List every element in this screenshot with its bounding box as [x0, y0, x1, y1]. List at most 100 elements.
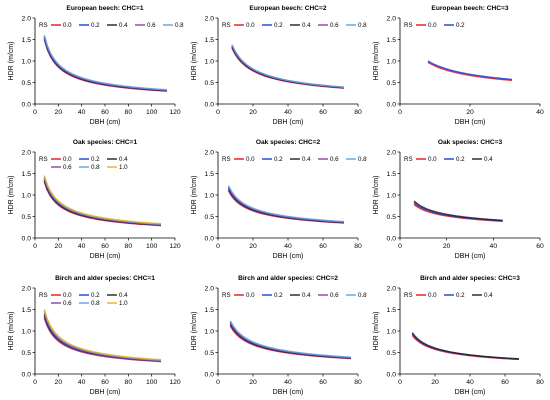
- chart-panel: Oak species: CHC=3 0.0 0.5 1.0 1.5 2.0 0 20 40 60…: [373, 139, 544, 260]
- legend-label: 0.6: [147, 22, 156, 29]
- x-tick-label: 60: [501, 379, 509, 386]
- y-tick-label: 1.5: [205, 171, 215, 178]
- y-tick-label: 1.0: [387, 192, 397, 199]
- legend-label: 0.0: [63, 156, 72, 163]
- x-tick-label: 40: [536, 109, 544, 116]
- y-tick-label: 1.0: [387, 58, 397, 65]
- y-tick-label: 1.5: [387, 171, 397, 178]
- chart-panel: Oak species: CHC=2 0.0 0.5 1.0 1.5 2.0 0 20 40 60…: [191, 139, 367, 260]
- y-tick-label: 1.0: [205, 192, 215, 199]
- legend-label: 0.4: [302, 292, 311, 299]
- x-tick-label: 20: [55, 379, 63, 386]
- x-tick-label: 20: [431, 379, 439, 386]
- y-tick-label: 1.0: [387, 328, 397, 335]
- x-tick-label: 100: [146, 379, 158, 386]
- y-tick-label: 0.5: [387, 80, 397, 87]
- series-line: [43, 309, 162, 361]
- y-tick-label: 2.0: [387, 149, 397, 156]
- y-axis-label: HDR (m/cm): [191, 312, 198, 351]
- x-axis-label: DBH (cm): [455, 253, 486, 260]
- legend-label: 0.8: [175, 22, 184, 29]
- y-tick-label: 2.0: [205, 285, 215, 292]
- legend-title: RS: [404, 22, 413, 29]
- legend-title: RS: [39, 156, 48, 163]
- y-tick-label: 1.0: [22, 328, 32, 335]
- chart-panel: European beech: CHC=1 0.0 0.5 1.0 1.5 2.0 0 20 4…: [8, 5, 184, 126]
- y-tick-label: 0.0: [205, 371, 215, 378]
- legend-label: 0.6: [330, 156, 339, 163]
- y-tick-label: 1.5: [387, 307, 397, 314]
- chart-panel: Birch and alder species: CHC=1 0.0 0.5 1.0 1…: [8, 275, 181, 396]
- chart-panel: Birch and alder species: CHC=2 0.0 0.5 1.0 1…: [191, 275, 367, 396]
- x-tick-label: 20: [466, 109, 474, 116]
- legend-label: 0.0: [246, 292, 255, 299]
- legend-title: RS: [404, 156, 413, 163]
- legend-title: RS: [39, 292, 48, 299]
- legend-label: 0.6: [63, 164, 72, 171]
- x-tick-label: 20: [249, 109, 257, 116]
- x-axis-label: DBH (cm): [90, 119, 121, 126]
- series-line: [413, 200, 503, 222]
- legend-title: RS: [222, 22, 231, 29]
- panel-title: Birch and alder species: CHC=3: [420, 275, 520, 282]
- legend-label: 0.0: [63, 22, 72, 29]
- x-tick-label: 60: [319, 243, 327, 250]
- x-tick-label: 20: [443, 243, 451, 250]
- y-axis-label: HDR (m/cm): [373, 42, 380, 81]
- legend-label: 0.8: [358, 22, 367, 29]
- y-tick-label: 2.0: [22, 149, 32, 156]
- legend-label: 0.0: [63, 292, 72, 299]
- x-tick-label: 0: [216, 243, 220, 250]
- panel-title: Oak species: CHC=3: [438, 139, 503, 146]
- series-line: [229, 320, 352, 358]
- y-tick-label: 0.5: [22, 214, 32, 221]
- y-tick-label: 2.0: [22, 285, 32, 292]
- x-tick-label: 60: [101, 109, 109, 116]
- y-tick-label: 1.5: [387, 37, 397, 44]
- y-axis-label: HDR (m/cm): [373, 312, 380, 351]
- legend-label: 1.0: [119, 164, 128, 171]
- y-tick-label: 1.5: [22, 37, 32, 44]
- legend-label: 0.2: [91, 292, 100, 299]
- x-tick-label: 20: [55, 109, 63, 116]
- legend-label: 0.0: [428, 292, 437, 299]
- legend-label: 1.0: [119, 300, 128, 307]
- x-axis-label: DBH (cm): [455, 389, 486, 396]
- legend-label: 0.2: [274, 22, 283, 29]
- panel-title: Oak species: CHC=1: [73, 139, 138, 146]
- legend-label: 0.2: [274, 292, 283, 299]
- y-tick-label: 0.5: [205, 350, 215, 357]
- chart-panel: Oak species: CHC=1 0.0 0.5 1.0 1.5 2.0 0 20 40 60…: [8, 139, 181, 260]
- y-tick-label: 1.5: [22, 171, 32, 178]
- y-tick-label: 1.5: [205, 37, 215, 44]
- x-tick-label: 80: [125, 109, 133, 116]
- x-axis-label: DBH (cm): [455, 119, 486, 126]
- x-tick-label: 120: [169, 243, 181, 250]
- x-tick-label: 40: [490, 243, 498, 250]
- x-tick-label: 20: [249, 243, 257, 250]
- x-tick-label: 60: [319, 379, 327, 386]
- legend-label: 0.2: [91, 156, 100, 163]
- y-tick-label: 1.5: [205, 307, 215, 314]
- panel-title: European beech: CHC=2: [249, 5, 326, 12]
- legend-title: RS: [222, 156, 231, 163]
- x-tick-label: 40: [78, 109, 86, 116]
- legend-title: RS: [222, 292, 231, 299]
- x-tick-label: 20: [55, 243, 63, 250]
- x-tick-label: 80: [536, 379, 544, 386]
- x-axis-label: DBH (cm): [273, 253, 304, 260]
- y-axis-label: HDR (m/cm): [8, 176, 15, 215]
- x-tick-label: 0: [398, 109, 402, 116]
- y-axis-label: HDR (m/cm): [8, 42, 15, 81]
- legend-label: 0.4: [302, 156, 311, 163]
- chart-panel: European beech: CHC=2 0.0 0.5 1.0 1.5 2.0 0 20 4…: [191, 5, 367, 126]
- legend-label: 0.6: [330, 292, 339, 299]
- panel-title: Oak species: CHC=2: [256, 139, 321, 146]
- y-tick-label: 0.5: [205, 80, 215, 87]
- y-tick-label: 1.0: [205, 58, 215, 65]
- series-line: [411, 334, 520, 361]
- legend-label: 0.0: [246, 22, 255, 29]
- x-tick-label: 60: [101, 379, 109, 386]
- legend-label: 0.6: [63, 300, 72, 307]
